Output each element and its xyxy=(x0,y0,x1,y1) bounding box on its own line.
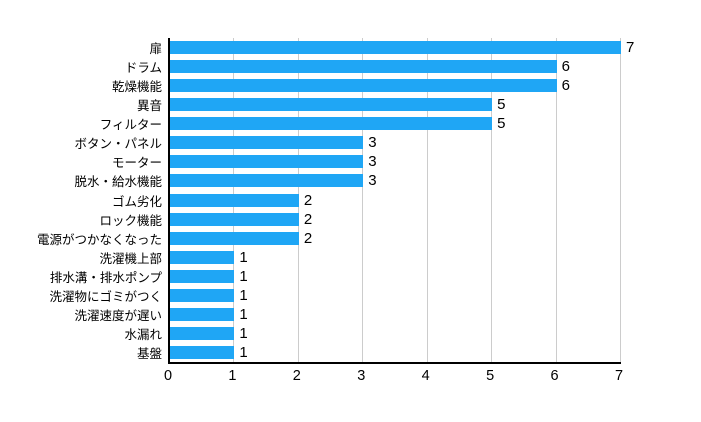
category-label: 基盤 xyxy=(136,347,162,362)
bar-value-label: 1 xyxy=(239,286,248,304)
bar-value-label: 3 xyxy=(368,172,377,190)
category-label: 異音 xyxy=(136,99,162,114)
category-label: 洗濯機上部 xyxy=(99,251,162,266)
bar xyxy=(170,136,364,150)
bar-value-label: 7 xyxy=(626,39,635,57)
bar-value-label: 6 xyxy=(561,58,570,76)
x-tick-label: 2 xyxy=(292,368,301,384)
bar-row: 1 xyxy=(170,324,621,343)
x-tick-label: 1 xyxy=(228,368,237,384)
category-label: 脱水・給水機能 xyxy=(74,175,162,190)
bar xyxy=(170,79,557,93)
bar xyxy=(170,269,235,283)
bar xyxy=(170,155,364,169)
bar xyxy=(170,98,493,112)
x-tick-label: 4 xyxy=(421,368,430,384)
bar-row: 3 xyxy=(170,171,621,190)
category-label: 電源がつかなくなった xyxy=(36,232,162,247)
category-label: 洗濯物にゴミがつく xyxy=(49,289,162,304)
bar-value-label: 1 xyxy=(239,324,248,342)
bar xyxy=(170,231,299,245)
gridline xyxy=(620,38,621,362)
bar xyxy=(170,288,235,302)
bar xyxy=(170,250,235,264)
bar-value-label: 1 xyxy=(239,305,248,323)
bar-row: 1 xyxy=(170,343,621,362)
category-label: 水漏れ xyxy=(124,327,162,342)
bar-row: 2 xyxy=(170,191,621,210)
category-label: 乾燥機能 xyxy=(111,80,162,95)
bar-value-label: 5 xyxy=(497,96,506,114)
gridline xyxy=(426,38,428,362)
bar xyxy=(170,174,364,188)
bar-value-label: 2 xyxy=(303,210,313,228)
category-label: 洗濯速度が遅い xyxy=(74,308,162,323)
bar-row: 1 xyxy=(170,286,621,305)
category-label: ボタン・パネル xyxy=(74,137,162,152)
bar-value-label: 6 xyxy=(561,77,570,95)
x-tick-label: 7 xyxy=(614,368,624,384)
bar-row: 3 xyxy=(170,152,621,171)
bar xyxy=(170,193,299,207)
bar xyxy=(170,60,557,74)
category-label: ドラム xyxy=(124,61,162,76)
category-label: 排水溝・排水ポンプ xyxy=(49,270,162,285)
bar-row: 5 xyxy=(170,95,621,114)
bar xyxy=(170,41,621,55)
bar-value-label: 1 xyxy=(239,344,248,362)
y-axis-labels: 扉ドラム乾燥機能異音フィルターボタン・パネルモーター脱水・給水機能ゴム劣化ロック… xyxy=(0,38,162,362)
bar-row: 1 xyxy=(170,305,621,324)
bar-row: 2 xyxy=(170,210,621,229)
bar-row: 1 xyxy=(170,267,621,286)
bar xyxy=(170,117,493,131)
bar-value-label: 3 xyxy=(368,134,377,152)
bar-value-label: 5 xyxy=(497,115,506,133)
bar-value-label: 2 xyxy=(303,191,313,209)
gridline xyxy=(491,38,493,362)
gridline xyxy=(362,38,364,362)
bar-value-label: 2 xyxy=(303,229,313,247)
bar-row: 6 xyxy=(170,57,621,76)
bar xyxy=(170,326,235,340)
bar-row: 5 xyxy=(170,114,621,133)
category-label: ロック機能 xyxy=(99,213,162,228)
bar-value-label: 1 xyxy=(239,267,248,285)
gridline xyxy=(555,38,557,362)
bar xyxy=(170,346,235,360)
bar-value-label: 1 xyxy=(239,248,248,266)
x-tick-label: 6 xyxy=(550,368,559,384)
x-tick-label: 0 xyxy=(163,368,173,384)
category-label: フィルター xyxy=(99,118,162,133)
bar-row: 2 xyxy=(170,229,621,248)
bar-value-label: 3 xyxy=(368,153,377,171)
bar xyxy=(170,212,299,226)
x-tick-label: 5 xyxy=(486,368,495,384)
category-label: モーター xyxy=(111,156,162,171)
bar-row: 6 xyxy=(170,76,621,95)
bar-row: 7 xyxy=(170,38,634,57)
bar-row: 1 xyxy=(170,248,621,267)
category-label: 扉 xyxy=(149,42,162,57)
x-tick-label: 3 xyxy=(357,368,366,384)
bar-row: 3 xyxy=(170,133,621,152)
bar xyxy=(170,307,235,321)
category-label: ゴム劣化 xyxy=(111,194,162,209)
